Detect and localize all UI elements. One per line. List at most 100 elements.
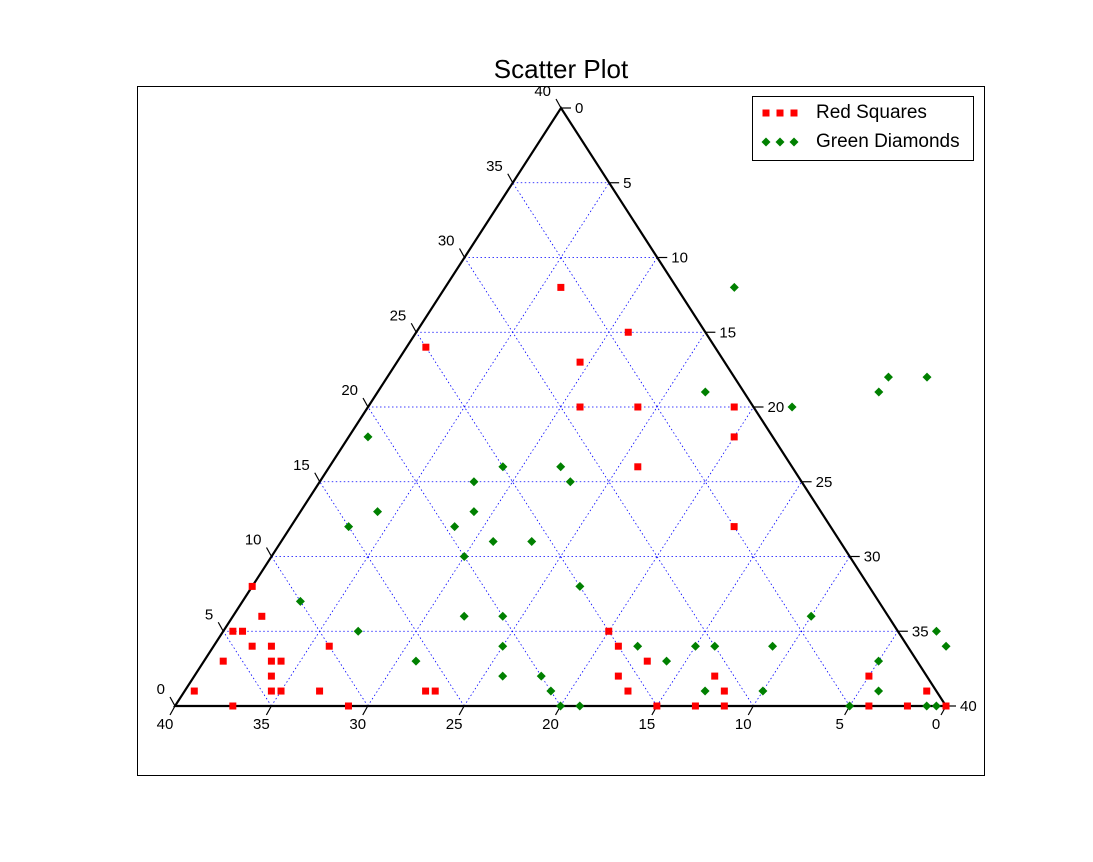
red-square-point (691, 702, 699, 710)
red-square-point (316, 687, 324, 695)
legend-marker-red-square (790, 109, 798, 117)
red-square-point (730, 433, 738, 441)
green-diamond-point (575, 701, 585, 711)
right-tick-label: 30 (864, 549, 881, 566)
bottom-tick-label: 0 (932, 716, 940, 733)
grid-line-diagonal-b (415, 332, 658, 707)
red-square-point (267, 657, 275, 665)
red-square-point (903, 702, 911, 710)
red-square-point (277, 657, 285, 665)
bottom-tick-label: 5 (835, 716, 843, 733)
red-square-point (325, 642, 333, 650)
grid-line-diagonal-b (367, 406, 561, 707)
legend-label-green-diamonds: Green Diamonds (816, 131, 960, 152)
left-tick (314, 472, 321, 483)
red-square-point (730, 403, 738, 411)
green-diamond-point (768, 641, 778, 651)
red-square-point (422, 687, 430, 695)
green-diamond-point (556, 462, 566, 472)
left-tick (169, 696, 176, 707)
chart-title: Scatter Plot (494, 54, 629, 84)
green-diamond-point (931, 626, 941, 636)
red-square-point (865, 702, 873, 710)
green-diamond-point (690, 641, 700, 651)
right-tick-label: 5 (623, 175, 631, 192)
green-diamond-point (295, 596, 305, 606)
bottom-tick (265, 705, 272, 716)
red-square-point (248, 642, 256, 650)
green-diamond-point (633, 641, 643, 651)
legend-box (752, 96, 974, 161)
left-tick-label: 0 (157, 681, 165, 698)
green-diamond-point (931, 701, 941, 711)
red-square-point (258, 612, 266, 620)
grid-line-diagonal-b (271, 556, 369, 707)
legend: Red Squares Green Diamonds (752, 96, 974, 161)
grid-line-diagonal-b (222, 631, 272, 707)
green-diamond-point (363, 432, 373, 442)
green-diamond-point (344, 522, 354, 532)
red-square-point (267, 672, 275, 680)
red-square-point (576, 358, 584, 366)
left-tick (507, 173, 514, 184)
green-diamond-point (527, 537, 537, 547)
green-diamond-point (700, 387, 710, 397)
right-tick-label: 35 (912, 623, 929, 640)
red-square-point (239, 627, 247, 635)
left-tick (458, 248, 466, 258)
right-tick-label: 25 (816, 474, 833, 491)
green-diamond-point (498, 671, 508, 681)
green-diamond-point (498, 641, 508, 651)
grid-line-diagonal-a (560, 406, 754, 707)
green-diamond-point (469, 507, 479, 517)
grid-line-diagonal-a (271, 182, 610, 707)
axis-ticks: 40 0 0 35 5 5 30 10 10 25 15 15 20 20 20 15 25 25 10 30 30 5 3… (157, 83, 977, 733)
left-tick-label: 25 (390, 307, 407, 324)
bottom-tick (169, 705, 176, 716)
bottom-tick-label: 35 (253, 716, 270, 733)
right-tick-label: 0 (575, 100, 583, 117)
red-square-point (219, 657, 227, 665)
red-square-point (653, 702, 661, 710)
legend-label-red-squares: Red Squares (816, 102, 927, 123)
left-tick-label: 10 (245, 532, 262, 549)
bottom-tick-label: 40 (157, 716, 174, 733)
red-square-point (229, 627, 237, 635)
green-diamond-point (758, 686, 768, 696)
red-square-point (267, 642, 275, 650)
red-square-point (614, 672, 622, 680)
left-tick (555, 98, 562, 109)
bottom-tick (362, 705, 369, 716)
red-square-point (730, 523, 738, 531)
red-square-point (614, 642, 622, 650)
green-diamond-point (575, 581, 585, 591)
red-square-point (711, 672, 719, 680)
bottom-tick (747, 705, 754, 716)
red-square-point (923, 687, 931, 695)
green-diamond-point (565, 477, 575, 487)
bottom-tick-label: 25 (446, 716, 463, 733)
green-diamond-point (450, 522, 460, 532)
red-square-point (344, 702, 352, 710)
left-tick (265, 547, 273, 557)
red-square-point (576, 403, 584, 411)
green-diamond-point (459, 611, 469, 621)
legend-marker-green-diamond (761, 137, 771, 147)
right-tick-label: 15 (719, 324, 736, 341)
green-diamond-point (845, 701, 855, 711)
red-square-point (605, 627, 613, 635)
bottom-tick-label: 20 (542, 716, 559, 733)
bottom-tick-label: 30 (349, 716, 366, 733)
green-diamond-point (874, 656, 884, 666)
green-diamond-point (941, 641, 951, 651)
green-diamond-point (710, 641, 720, 651)
green-diamond-point (556, 701, 565, 711)
red-square-point (267, 687, 275, 695)
right-tick-label: 20 (768, 399, 785, 416)
green-diamond-point (806, 611, 816, 621)
red-square-point (634, 403, 642, 411)
left-tick-label: 35 (486, 158, 503, 175)
green-diamond-point (729, 282, 739, 292)
legend-marker-green-diamond (775, 137, 785, 147)
